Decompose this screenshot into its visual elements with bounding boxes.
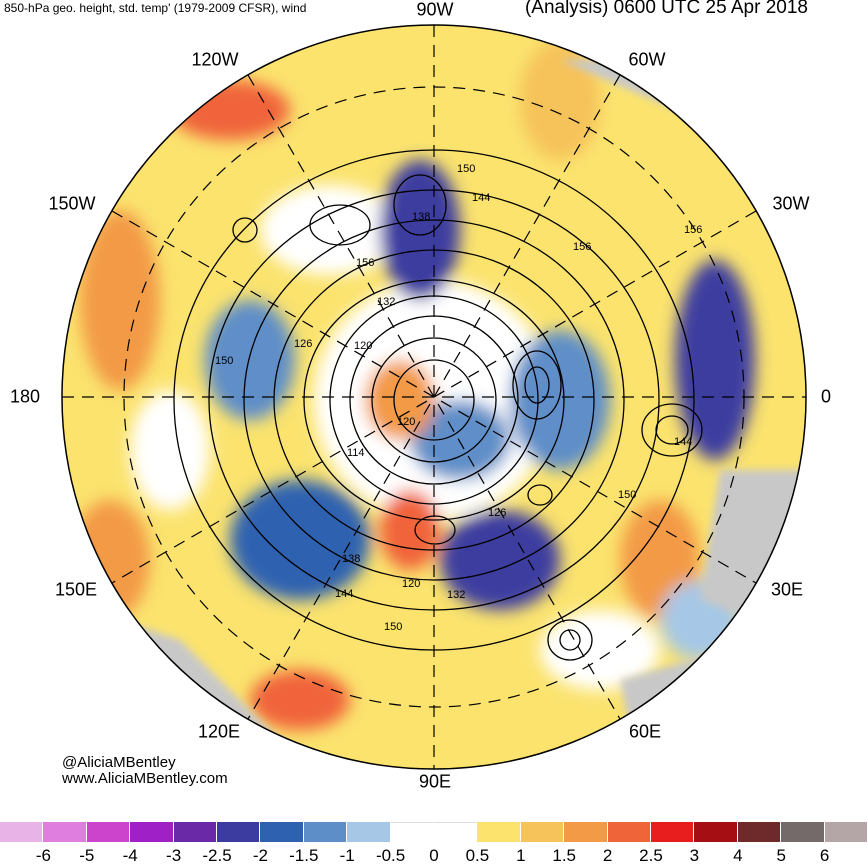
longitude-label-180: 180 [9, 386, 41, 407]
colorbar-tick-label: 4 [733, 846, 743, 865]
contour-label: 156 [356, 257, 374, 269]
longitude-label-60w: 60W [628, 49, 666, 70]
colorbar-tick-label: -1.5 [289, 846, 319, 865]
latitude-longitude-grid [62, 25, 806, 769]
colorbar-tick-label: 0 [429, 846, 439, 865]
colorbar-swatch [43, 822, 87, 842]
colorbar-tick-label: -2.5 [202, 846, 232, 865]
contour-value-labels: 150 144 138 156 156 156 132 126 120 150 … [215, 163, 702, 633]
temperature-anomaly-colorbar: -6 -5 -4 -3 -2.5 -2 -1.5 -1 -0.5 0 0.5 1 1.5 2 2.5 3 4 5 6 [0, 822, 868, 865]
colorbar-tick-label: 1.5 [552, 846, 577, 865]
colorbar-swatch [607, 822, 651, 842]
colorbar-swatch [390, 822, 434, 842]
colorbar-swatch [303, 822, 348, 842]
colorbar-swatch [737, 822, 782, 842]
contour-label: 156 [573, 241, 591, 253]
contour-label: 120 [397, 416, 415, 428]
longitude-label-150e: 150E [54, 579, 98, 600]
contour-label: 150 [215, 355, 233, 367]
contour-label: 126 [488, 507, 506, 519]
contour-label: 150 [457, 163, 475, 175]
colorbar-swatch [434, 822, 478, 842]
colorbar-swatch [173, 822, 217, 842]
colorbar-tick-label: 5 [776, 846, 786, 865]
colorbar-swatch [0, 822, 44, 842]
contour-label: 132 [447, 589, 465, 601]
contour-label: 150 [618, 489, 636, 501]
colorbar-swatch [217, 822, 261, 842]
longitude-label-90w: 90W [416, 0, 454, 20]
colorbar-tick-label: -6 [35, 846, 51, 865]
colorbar-swatch [477, 822, 521, 842]
credit-handle: @AliciaMBentley [62, 754, 176, 771]
colorbar-swatch [260, 822, 304, 842]
contour-label: 144 [674, 436, 692, 448]
contour-label: 120 [402, 578, 420, 590]
colorbar-tick-label: -0.5 [375, 846, 406, 865]
contour-label: 114 [347, 447, 365, 459]
colorbar-tick-label: 1 [516, 846, 526, 865]
contour-label: 132 [377, 296, 395, 308]
map-valid-time: (Analysis) 0600 UTC 25 Apr 2018 [524, 0, 808, 18]
longitude-label-30w: 30W [772, 193, 810, 214]
colorbar-tick-label: -2 [252, 846, 268, 865]
map-boundary [61, 24, 807, 770]
longitude-label-120e: 120E [197, 721, 241, 742]
contour-label: 144 [335, 588, 353, 600]
colorbar-tick-label: 2 [602, 846, 613, 865]
longitude-label-150w: 150W [48, 193, 96, 214]
colorbar-tick-label: 3 [689, 846, 700, 865]
contour-label: 156 [684, 224, 702, 236]
credit-website: www.AliciaMBentley.com [62, 770, 228, 787]
colorbar-swatch [694, 822, 738, 842]
map-title: 850-hPa geo. height, std. temp' (1979-20… [4, 1, 307, 15]
colorbar-tick-label: -5 [79, 846, 95, 865]
colorbar-tick-label: 2.5 [639, 846, 663, 865]
colorbar-swatch [130, 822, 174, 842]
contour-label: 138 [342, 553, 360, 565]
colorbar-swatch [347, 822, 391, 842]
colorbar-swatch [564, 822, 608, 842]
colorbar-tick-label: 6 [819, 846, 830, 865]
contour-label: 150 [384, 621, 402, 633]
colorbar-tick-label: 0.5 [465, 846, 490, 865]
colorbar-swatch [651, 822, 695, 842]
colorbar-tick-label: -3 [166, 846, 182, 865]
longitude-label-120w: 120W [191, 49, 239, 70]
contour-label: 126 [294, 338, 312, 350]
colorbar-swatch [520, 822, 565, 842]
contour-label: 120 [354, 340, 372, 352]
colorbar-tick-label: -4 [122, 846, 138, 865]
colorbar-swatch [86, 822, 131, 842]
polar-map: 150 144 138 156 156 156 132 126 120 150 … [61, 24, 807, 770]
colorbar-swatch [781, 822, 825, 842]
longitude-label-0: 0 [820, 386, 832, 407]
colorbar-swatch [824, 822, 868, 842]
contour-label: 144 [472, 192, 490, 204]
colorbar-tick-label: -1 [339, 846, 355, 865]
longitude-label-30e: 30E [770, 579, 804, 600]
contour-label: 138 [412, 211, 430, 223]
longitude-label-60e: 60E [628, 721, 662, 742]
longitude-label-90e: 90E [418, 771, 452, 792]
